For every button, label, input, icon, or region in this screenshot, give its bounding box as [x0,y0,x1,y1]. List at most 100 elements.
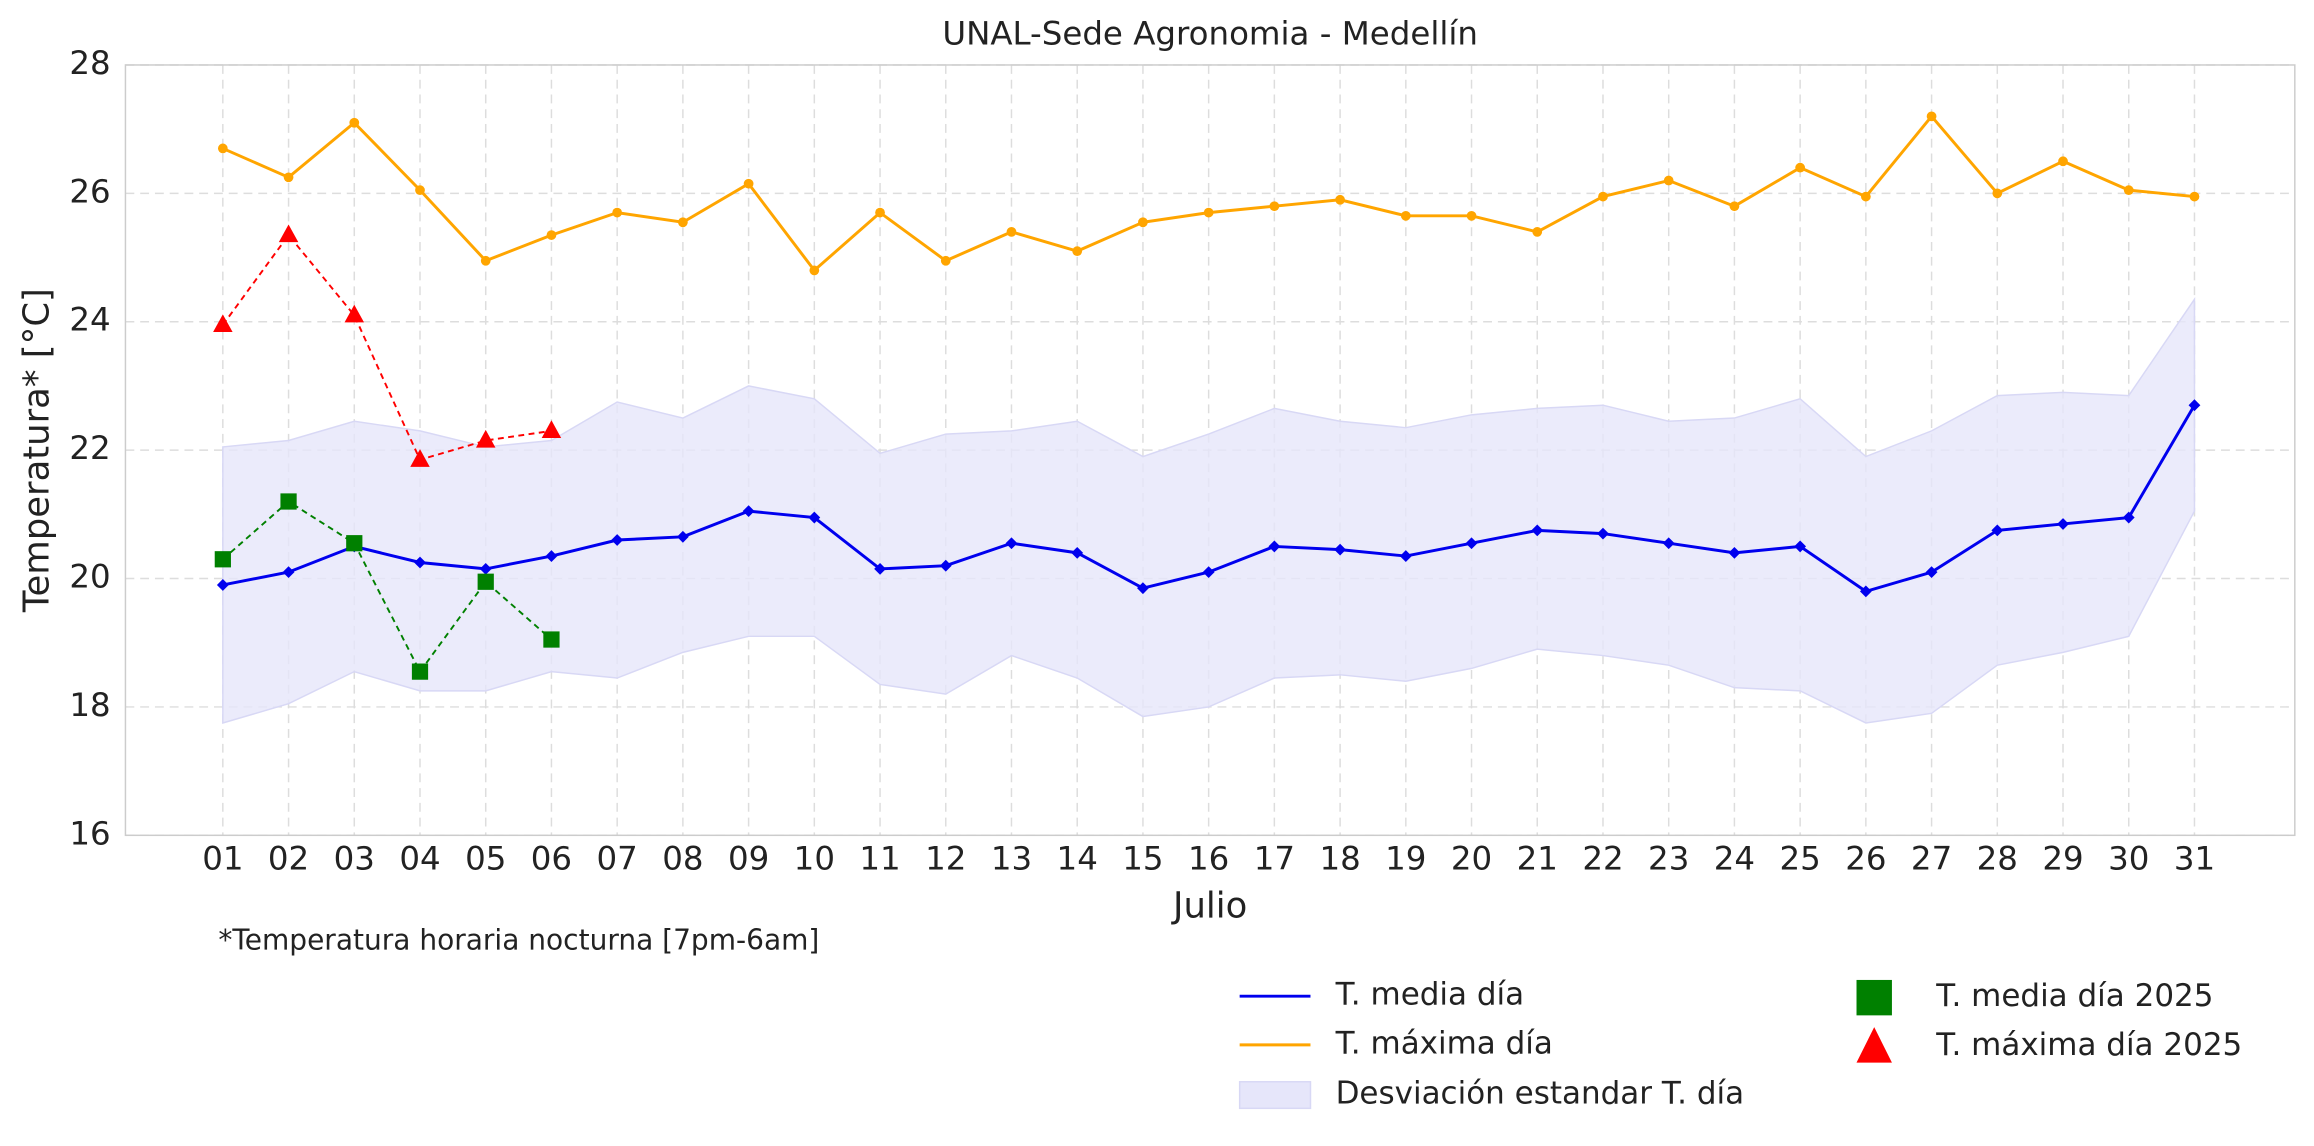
point [2122,511,2135,524]
point [1795,162,1806,173]
point [1005,537,1018,550]
point [1859,585,1872,598]
point [282,566,295,579]
point [1926,111,1937,122]
point [808,511,821,524]
y-tick-label: 28 [69,44,110,82]
y-tick-label: 24 [69,301,110,339]
point [415,185,425,196]
point [543,631,560,648]
point [1268,540,1281,553]
point [545,550,558,562]
point [676,530,689,543]
x-tick-label: 16 [1188,839,1229,877]
point [1269,201,1280,212]
legend-item: T. media día 2025 [1856,978,2213,1016]
point [1531,524,1544,537]
point [1794,540,1807,553]
legend-label: Desviación estandar T. día [1336,1076,1745,1112]
x-tick-label: 24 [1714,839,1755,877]
point [1925,566,1938,579]
y-tick-label: 16 [69,814,110,852]
point [1728,546,1741,559]
point [1992,188,2003,199]
x-tick-label: 18 [1319,839,1360,877]
point [346,535,363,552]
x-tick-label: 10 [794,839,835,877]
x-tick-label: 14 [1057,839,1098,877]
legend-item: T. media día [1239,977,1525,1013]
legend-label: T. máxima día [1335,1025,1553,1061]
point [1137,582,1149,595]
point [546,230,557,240]
x-tick-label: 23 [1648,839,1689,877]
point [1663,175,1674,186]
point [940,255,951,266]
point [280,493,297,510]
point [411,663,429,680]
point [612,207,623,218]
x-tick-label: 05 [465,839,506,877]
y-tick-label: 26 [69,172,110,210]
point [477,573,494,590]
point [480,255,491,266]
point [874,563,886,575]
point [1203,207,1214,218]
x-tick-label: 17 [1254,839,1295,877]
point [479,563,492,575]
x-tick-label: 19 [1385,839,1426,877]
point [875,207,885,218]
chart-title: UNAL-Sede Agronomia - Medellín [942,14,1478,52]
point [414,556,426,569]
point [1400,210,1411,221]
point [1335,194,1345,205]
point [349,117,360,128]
point [1532,227,1543,237]
annotation: *Temperatura horaria nocturna [7pm-6am] [218,924,819,957]
point [216,579,229,591]
point [1202,566,1215,579]
x-tick-label: 29 [2042,839,2083,877]
point [410,449,430,467]
point [809,265,820,276]
y-axis-label: Temperatura* [°C] [16,288,57,613]
point [611,534,624,546]
x-tick-label: 30 [2108,839,2149,877]
point [217,143,228,154]
x-tick-label: 22 [1582,839,1623,877]
point [1860,191,1871,202]
point [939,559,952,572]
legend-label: T. media día 2025 [1935,978,2213,1014]
point [541,420,562,438]
point [1466,210,1477,221]
point [2058,156,2068,167]
legend-swatch [1238,1081,1312,1110]
x-tick-label: 15 [1122,839,1163,877]
x-tick-label: 26 [1845,839,1886,877]
x-tick-label: 06 [531,839,572,877]
x-tick-label: 01 [202,839,243,877]
point [1138,217,1148,228]
point [742,505,755,518]
point [1071,546,1084,559]
point [1399,550,1412,562]
x-tick-label: 08 [662,839,703,877]
point [2189,191,2200,202]
point [1465,537,1478,550]
x-tick-label: 31 [2174,839,2215,877]
x-tick-label: 25 [1779,839,1820,877]
series-line [222,500,553,674]
y-tick-label: 20 [69,558,110,596]
point [1072,246,1083,257]
point [1597,527,1609,540]
legend-item: Desviación estandar T. día [1238,1076,1745,1112]
point [1006,227,1017,237]
std-band [222,296,2196,724]
point [283,172,294,183]
point [1991,524,2004,537]
point [1334,543,1346,556]
legend-swatch [1856,1027,1892,1063]
legend-label: T. media día [1335,977,1525,1013]
x-tick-label: 04 [399,839,440,877]
